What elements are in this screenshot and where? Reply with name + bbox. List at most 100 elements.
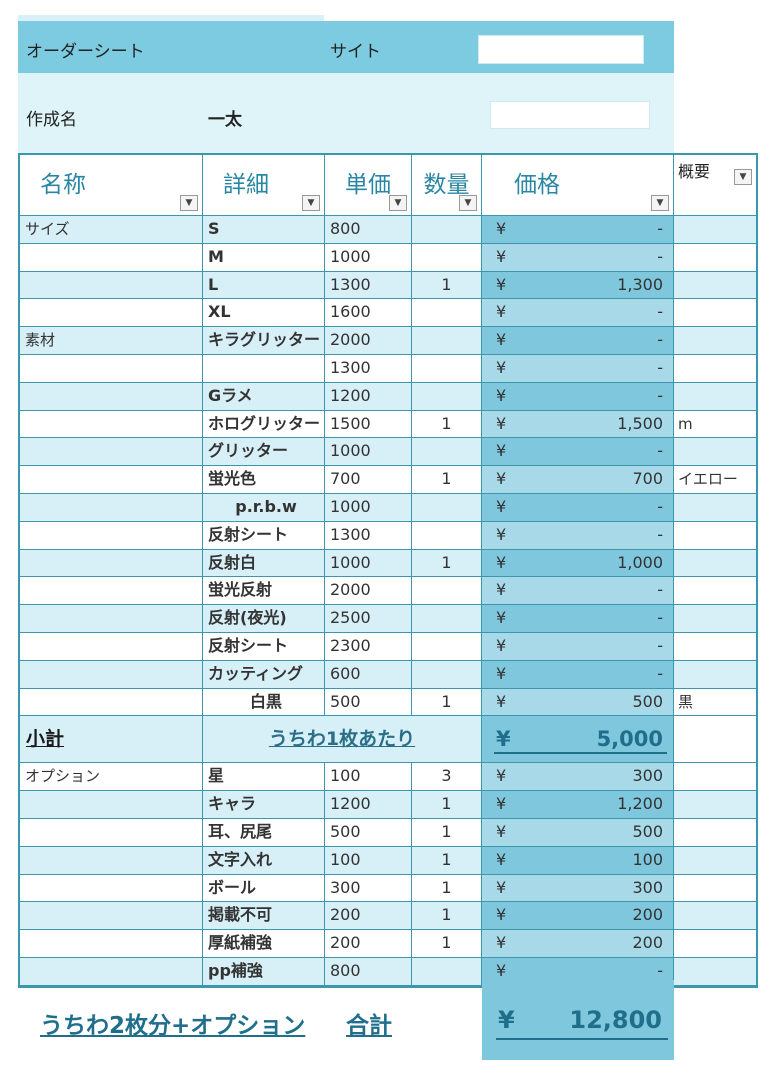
cell-summary[interactable]: m [674, 410, 756, 438]
cell-name[interactable] [20, 688, 203, 716]
cell-detail[interactable]: 文字入れ [203, 846, 325, 874]
cell-price[interactable]: ¥500 [482, 688, 674, 716]
cell-name[interactable] [20, 521, 203, 549]
cell-summary[interactable] [674, 271, 756, 299]
cell-name[interactable] [20, 243, 203, 271]
cell-price[interactable]: ¥ - [482, 354, 674, 382]
cell-detail[interactable]: p.r.b.w [203, 493, 325, 521]
cell-detail[interactable]: 星 [203, 763, 325, 791]
cell-summary[interactable] [674, 521, 756, 549]
cell-summary[interactable] [674, 818, 756, 846]
cell-summary[interactable] [674, 791, 756, 818]
cell-unit-price[interactable]: 500 [325, 688, 412, 716]
cell-price[interactable]: ¥ - [482, 521, 674, 549]
cell-price[interactable]: ¥ - [482, 577, 674, 605]
cell-quantity[interactable]: 1 [412, 846, 482, 874]
cell-unit-price[interactable]: 500 [325, 818, 412, 846]
cell-detail[interactable]: 蛍光反射 [203, 577, 325, 605]
cell-quantity[interactable] [412, 493, 482, 521]
cell-unit-price[interactable]: 2000 [325, 327, 412, 354]
cell-quantity[interactable] [412, 660, 482, 688]
filter-dropdown-icon[interactable]: ▼ [459, 195, 477, 211]
cell-quantity[interactable]: 1 [412, 466, 482, 493]
cell-name[interactable] [20, 577, 203, 605]
cell-price[interactable]: ¥1,300 [482, 271, 674, 299]
cell-detail[interactable]: L [203, 271, 325, 299]
cell-quantity[interactable]: 1 [412, 874, 482, 902]
cell-detail[interactable]: 白黒 [203, 688, 325, 716]
cell-summary[interactable] [674, 549, 756, 577]
cell-detail[interactable]: 反射(夜光) [203, 605, 325, 632]
cell-unit-price[interactable]: 2500 [325, 605, 412, 632]
cell-price[interactable]: ¥300 [482, 874, 674, 902]
cell-summary[interactable] [674, 327, 756, 354]
cell-price[interactable]: ¥200 [482, 902, 674, 930]
cell-unit-price[interactable]: 1200 [325, 791, 412, 818]
cell-unit-price[interactable]: 1300 [325, 521, 412, 549]
cell-summary[interactable] [674, 438, 756, 466]
cell-name[interactable] [20, 271, 203, 299]
cell-name[interactable] [20, 957, 203, 985]
cell-name[interactable]: サイズ [20, 216, 203, 243]
cell-price[interactable]: ¥500 [482, 818, 674, 846]
cell-summary[interactable] [674, 930, 756, 957]
cell-summary[interactable] [674, 846, 756, 874]
cell-quantity[interactable] [412, 243, 482, 271]
cell-price[interactable]: ¥ - [482, 493, 674, 521]
cell-name[interactable] [20, 846, 203, 874]
cell-unit-price[interactable]: 1200 [325, 382, 412, 410]
cell-unit-price[interactable]: 800 [325, 216, 412, 243]
filter-dropdown-icon[interactable]: ▼ [389, 195, 407, 211]
cell-detail[interactable]: ボール [203, 874, 325, 902]
cell-name[interactable] [20, 493, 203, 521]
cell-name[interactable] [20, 410, 203, 438]
grand-total-cell[interactable]: ¥ 12,800 [482, 980, 674, 1060]
cell-price[interactable]: ¥ - [482, 660, 674, 688]
cell-quantity[interactable] [412, 438, 482, 466]
cell-name[interactable]: オプション [20, 763, 203, 791]
filter-dropdown-icon[interactable]: ▼ [651, 195, 669, 211]
cell-unit-price[interactable]: 700 [325, 466, 412, 493]
cell-price[interactable]: ¥ - [482, 216, 674, 243]
cell-unit-price[interactable]: 1500 [325, 410, 412, 438]
cell-detail[interactable]: 蛍光色 [203, 466, 325, 493]
cell-unit-price[interactable]: 100 [325, 846, 412, 874]
cell-unit-price[interactable]: 800 [325, 957, 412, 985]
cell-unit-price[interactable]: 1000 [325, 243, 412, 271]
cell-price[interactable]: ¥200 [482, 930, 674, 957]
cell-summary[interactable] [674, 660, 756, 688]
cell-name[interactable] [20, 466, 203, 493]
cell-quantity[interactable] [412, 327, 482, 354]
cell-quantity[interactable]: 1 [412, 818, 482, 846]
cell-price[interactable]: ¥ - [482, 382, 674, 410]
cell-price[interactable]: ¥ - [482, 605, 674, 632]
cell-name[interactable] [20, 354, 203, 382]
cell-detail[interactable] [203, 354, 325, 382]
cell-unit-price[interactable]: 300 [325, 874, 412, 902]
cell-quantity[interactable]: 3 [412, 763, 482, 791]
cell-detail[interactable]: 厚紙補強 [203, 930, 325, 957]
filter-dropdown-icon[interactable]: ▼ [302, 195, 320, 211]
cell-detail[interactable]: 反射シート [203, 632, 325, 660]
cell-quantity[interactable] [412, 382, 482, 410]
cell-name[interactable] [20, 930, 203, 957]
cell-detail[interactable]: 反射シート [203, 521, 325, 549]
cell-unit-price[interactable]: 200 [325, 930, 412, 957]
cell-summary[interactable] [674, 243, 756, 271]
cell-price[interactable]: ¥ - [482, 438, 674, 466]
cell-quantity[interactable]: 1 [412, 930, 482, 957]
filter-dropdown-icon[interactable]: ▼ [734, 169, 752, 185]
cell-quantity[interactable] [412, 354, 482, 382]
cell-name[interactable] [20, 902, 203, 930]
cell-price[interactable]: ¥100 [482, 846, 674, 874]
cell-name[interactable] [20, 549, 203, 577]
creator-value[interactable]: 一太 [208, 110, 242, 130]
cell-unit-price[interactable]: 600 [325, 660, 412, 688]
cell-unit-price[interactable]: 2300 [325, 632, 412, 660]
cell-unit-price[interactable]: 1000 [325, 549, 412, 577]
cell-quantity[interactable] [412, 957, 482, 985]
cell-detail[interactable]: ホログリッター [203, 410, 325, 438]
cell-name[interactable] [20, 818, 203, 846]
cell-quantity[interactable] [412, 521, 482, 549]
cell-unit-price[interactable]: 100 [325, 763, 412, 791]
